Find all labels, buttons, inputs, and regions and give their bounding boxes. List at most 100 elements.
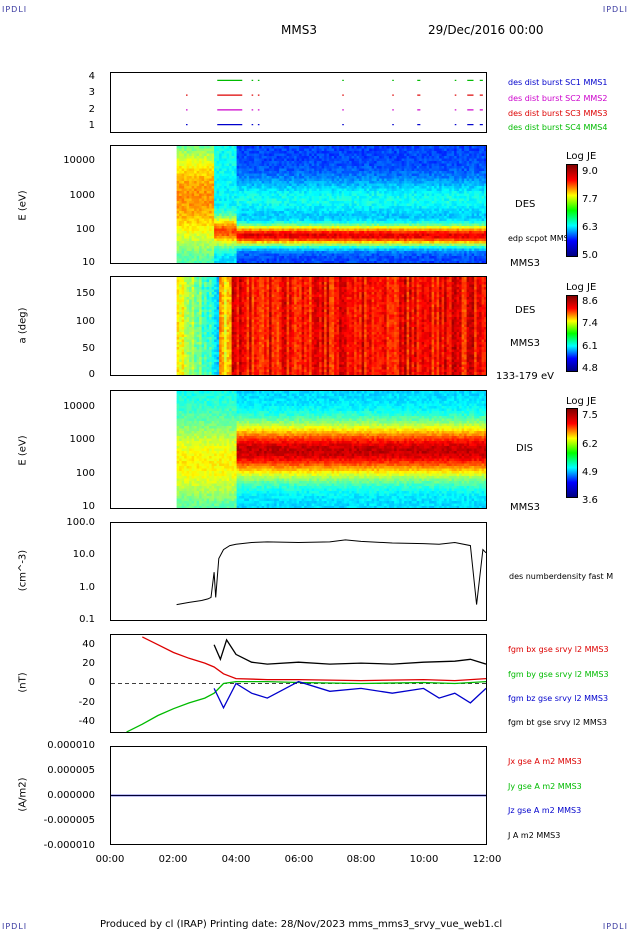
des-energy-cell: [364, 253, 368, 257]
des-energy-cell: [216, 186, 220, 189]
des-energy-cell: [319, 238, 323, 242]
des-energy-cell: [381, 241, 385, 244]
des-energy-cell: [221, 161, 225, 164]
des-energy-cell: [326, 253, 330, 257]
des-energy-cell: [271, 178, 275, 182]
des-energy-cell: [366, 246, 370, 249]
des-energy-cell: [431, 166, 435, 169]
des-energy-cell: [329, 156, 333, 159]
des-energy-cell: [319, 198, 323, 202]
des-energy-cell: [299, 201, 303, 204]
des-energy-cell: [179, 178, 183, 182]
des-energy-cell: [196, 186, 200, 189]
des-energy-cell: [401, 218, 405, 222]
des-energy-cell: [296, 248, 300, 252]
des-energy-cell: [251, 151, 255, 154]
des-energy-cell: [184, 248, 188, 252]
des-energy-cell: [216, 161, 220, 164]
des-energy-cell: [249, 251, 253, 254]
des-energy-cell: [306, 186, 310, 189]
des-energy-cell: [241, 163, 245, 167]
des-energy-cell: [326, 203, 330, 207]
des-energy-cell: [281, 253, 285, 257]
des-energy-cell: [221, 221, 225, 224]
des-energy-cell: [374, 201, 378, 204]
des-energy-cell: [311, 196, 315, 199]
des-energy-cell: [206, 163, 210, 167]
des-energy-cell: [424, 226, 428, 229]
des-energy-cell: [289, 236, 293, 239]
des-energy-cell: [336, 166, 340, 169]
des-energy-cell: [299, 218, 303, 222]
des-energy-cell: [294, 173, 298, 177]
des-energy-cell: [251, 253, 255, 257]
des-energy-cell: [286, 251, 290, 254]
des-energy-cell: [251, 163, 255, 167]
des-energy-cell: [264, 258, 268, 262]
des-energy-cell: [354, 243, 358, 247]
des-energy-cell: [176, 208, 180, 212]
des-energy-cell: [356, 168, 360, 172]
des-energy-cell: [344, 223, 348, 227]
des-energy-cell: [226, 208, 230, 212]
des-energy-cell: [419, 153, 423, 157]
des-energy-cell: [419, 243, 423, 247]
des-energy-cell: [356, 226, 360, 229]
des-energy-cell: [336, 211, 340, 214]
des-energy-cell: [349, 183, 353, 187]
des-energy-cell: [194, 258, 198, 262]
des-energy-cell: [231, 196, 235, 199]
des-energy-cell: [316, 253, 320, 257]
des-energy-cell: [309, 151, 313, 154]
des-energy-cell: [346, 246, 350, 249]
des-energy-cell: [269, 193, 273, 197]
des-energy-cell: [301, 188, 305, 192]
des-energy-cell: [286, 198, 290, 202]
des-energy-cell: [434, 153, 438, 157]
des-energy-cell: [374, 236, 378, 239]
des-energy-cell: [294, 251, 298, 254]
des-energy-cell: [319, 208, 323, 212]
des-energy-cell: [294, 213, 298, 217]
des-energy-cell: [421, 198, 425, 202]
des-energy-cell: [411, 228, 415, 232]
des-energy-cell: [199, 166, 203, 169]
des-energy-cell: [369, 151, 373, 154]
des-energy-cell: [389, 186, 393, 189]
des-energy-cell: [261, 236, 265, 239]
des-energy-cell: [374, 211, 378, 214]
des-energy-cell: [289, 193, 293, 197]
des-energy-cell: [241, 198, 245, 202]
des-energy-cell: [361, 223, 365, 227]
des-energy-cell: [369, 211, 373, 214]
des-energy-cell: [316, 156, 320, 159]
des-energy-cell: [269, 231, 273, 234]
des-energy-cell: [276, 151, 280, 154]
des-energy-cell: [344, 148, 348, 152]
des-energy-cell: [309, 178, 313, 182]
des-energy-cell: [301, 148, 305, 152]
des-energy-cell: [386, 251, 390, 254]
des-energy-cell: [331, 203, 335, 207]
des-energy-cell: [176, 148, 180, 152]
des-energy-cell: [239, 261, 243, 263]
des-energy-cell: [301, 218, 305, 222]
des-energy-cell: [301, 181, 305, 184]
des-energy-cell: [369, 166, 373, 169]
des-energy-cell: [349, 203, 353, 207]
des-energy-cell: [179, 166, 183, 169]
des-energy-cell: [364, 226, 368, 229]
des-energy-cell: [251, 261, 255, 263]
des-energy-cell: [231, 261, 235, 263]
des-energy-cell: [436, 221, 440, 224]
des-energy-cell: [229, 213, 233, 217]
des-energy-cell: [424, 168, 428, 172]
des-energy-cell: [241, 248, 245, 252]
des-energy-cell: [306, 181, 310, 184]
des-energy-cell: [279, 176, 283, 179]
des-energy-cell: [296, 161, 300, 164]
des-energy-cell: [291, 236, 295, 239]
des-energy-cell: [296, 148, 300, 152]
des-energy-cell: [216, 241, 220, 244]
des-energy-cell: [341, 206, 345, 209]
